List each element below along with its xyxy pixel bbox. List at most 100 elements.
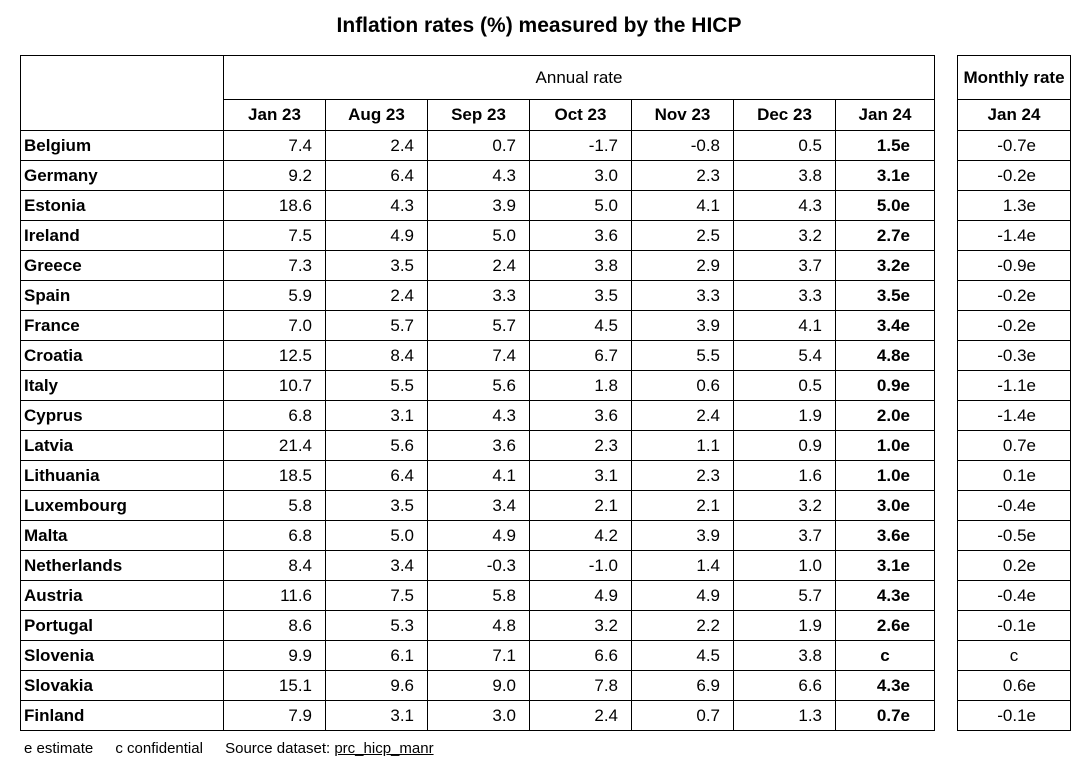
- value-cell: 7.5: [223, 220, 326, 251]
- value-cell: 3.8: [529, 250, 632, 281]
- table-row: -0.4e: [957, 580, 1071, 611]
- value-cell: c: [834, 640, 936, 671]
- value-cell: 2.6e: [834, 610, 936, 641]
- value-cell: 1.8: [529, 370, 632, 401]
- table-row: -0.2e: [957, 280, 1071, 311]
- value-cell: 4.1: [733, 310, 836, 341]
- value-cell: 3.0: [529, 160, 632, 191]
- table-row: -1.4e: [957, 400, 1071, 431]
- monthly-value-cell: -0.9e: [957, 250, 1071, 281]
- value-cell: 3.6e: [834, 520, 936, 551]
- value-cell: 5.8: [223, 490, 326, 521]
- value-cell: 3.1e: [834, 160, 936, 191]
- table-row: -1.1e: [957, 370, 1071, 401]
- value-cell: 3.1e: [834, 550, 936, 581]
- table-row: -0.4e: [957, 490, 1071, 521]
- table-row: -0.9e: [957, 250, 1071, 281]
- value-cell: 6.7: [529, 340, 632, 371]
- value-cell: 6.8: [223, 520, 326, 551]
- value-cell: 2.7e: [834, 220, 936, 251]
- value-cell: 1.9: [733, 610, 836, 641]
- value-cell: 4.3: [427, 400, 530, 431]
- value-cell: 5.9: [223, 280, 326, 311]
- table-row: 0.6e: [957, 670, 1071, 701]
- table-row: 1.3e: [957, 190, 1071, 221]
- country-name: Slovenia: [20, 640, 224, 671]
- value-cell: 3.2: [733, 220, 836, 251]
- value-cell: 1.6: [733, 460, 836, 491]
- value-cell: 4.5: [631, 640, 734, 671]
- value-cell: 9.2: [223, 160, 326, 191]
- country-name: Greece: [20, 250, 224, 281]
- value-cell: 1.0: [733, 550, 836, 581]
- value-cell: 6.6: [529, 640, 632, 671]
- value-cell: 0.9: [733, 430, 836, 461]
- value-cell: 0.9e: [834, 370, 936, 401]
- value-cell: 1.5e: [834, 130, 936, 161]
- value-cell: 3.0: [427, 700, 530, 731]
- value-cell: 5.7: [427, 310, 530, 341]
- value-cell: 9.0: [427, 670, 530, 701]
- table-row: Spain 5.9 2.4 3.3 3.5 3.3 3.3 3.5e: [20, 280, 936, 311]
- value-cell: 4.9: [631, 580, 734, 611]
- country-name: Luxembourg: [20, 490, 224, 521]
- table-row: -1.4e: [957, 220, 1071, 251]
- value-cell: 3.9: [631, 310, 734, 341]
- value-cell: 18.6: [223, 190, 326, 221]
- value-cell: 1.1: [631, 430, 734, 461]
- value-cell: 3.5: [325, 490, 428, 521]
- table-row: Austria 11.6 7.5 5.8 4.9 4.9 5.7 4.3e: [20, 580, 936, 611]
- value-cell: 3.6: [529, 220, 632, 251]
- table-row: Cyprus 6.8 3.1 4.3 3.6 2.4 1.9 2.0e: [20, 400, 936, 431]
- monthly-value-cell: -1.4e: [957, 220, 1071, 251]
- value-cell: 6.9: [631, 670, 734, 701]
- table-row: Latvia 21.4 5.6 3.6 2.3 1.1 0.9 1.0e: [20, 430, 936, 461]
- value-cell: 2.1: [631, 490, 734, 521]
- country-name: Croatia: [20, 340, 224, 371]
- value-cell: 4.3: [325, 190, 428, 221]
- value-cell: 8.4: [223, 550, 326, 581]
- table-row: Croatia 12.5 8.4 7.4 6.7 5.5 5.4 4.8e: [20, 340, 936, 371]
- table-row: Greece 7.3 3.5 2.4 3.8 2.9 3.7 3.2e: [20, 250, 936, 281]
- table-row: Ireland 7.5 4.9 5.0 3.6 2.5 3.2 2.7e: [20, 220, 936, 251]
- value-cell: 3.9: [631, 520, 734, 551]
- value-cell: 2.4: [427, 250, 530, 281]
- value-cell: 4.1: [427, 460, 530, 491]
- value-cell: 4.1: [631, 190, 734, 221]
- monthly-rate-table: Monthly rate Jan 24 -0.7e -0.2e 1.3e -1.4e -…: [957, 55, 1071, 731]
- value-cell: 2.9: [631, 250, 734, 281]
- source-label: Source dataset:: [225, 740, 335, 757]
- value-cell: 3.1: [529, 460, 632, 491]
- value-cell: 3.3: [427, 280, 530, 311]
- value-cell: 2.4: [631, 400, 734, 431]
- value-cell: 1.3: [733, 700, 836, 731]
- value-cell: 3.4: [325, 550, 428, 581]
- value-cell: 7.9: [223, 700, 326, 731]
- value-cell: 5.0e: [834, 190, 936, 221]
- value-cell: 3.8: [733, 160, 836, 191]
- country-name: Finland: [20, 700, 224, 731]
- annual-rate-table: Annual rate Jan 23 Aug 23 Sep 23 Oct 23 Nov …: [20, 55, 936, 731]
- value-cell: 5.4: [733, 340, 836, 371]
- table-row: -0.1e: [957, 700, 1071, 731]
- table-row: Lithuania 18.5 6.4 4.1 3.1 2.3 1.6 1.0e: [20, 460, 936, 491]
- source-dataset-link[interactable]: prc_hicp_manr: [334, 740, 434, 757]
- country-name: Ireland: [20, 220, 224, 251]
- value-cell: 4.2: [529, 520, 632, 551]
- value-cell: 3.1: [325, 700, 428, 731]
- value-cell: 1.9: [733, 400, 836, 431]
- value-cell: 15.1: [223, 670, 326, 701]
- table-row: Germany 9.2 6.4 4.3 3.0 2.3 3.8 3.1e: [20, 160, 936, 191]
- value-cell: 3.7: [733, 250, 836, 281]
- table-row: -0.2e: [957, 160, 1071, 191]
- monthly-column-header: Jan 24: [957, 99, 1071, 131]
- value-cell: 2.4: [325, 280, 428, 311]
- value-cell: 4.3: [427, 160, 530, 191]
- country-name: Latvia: [20, 430, 224, 461]
- table-row: -0.1e: [957, 610, 1071, 641]
- country-name: Cyprus: [20, 400, 224, 431]
- column-header: Sep 23: [427, 99, 530, 131]
- value-cell: 3.5: [529, 280, 632, 311]
- column-header: Jan 23: [223, 99, 326, 131]
- value-cell: 2.3: [631, 160, 734, 191]
